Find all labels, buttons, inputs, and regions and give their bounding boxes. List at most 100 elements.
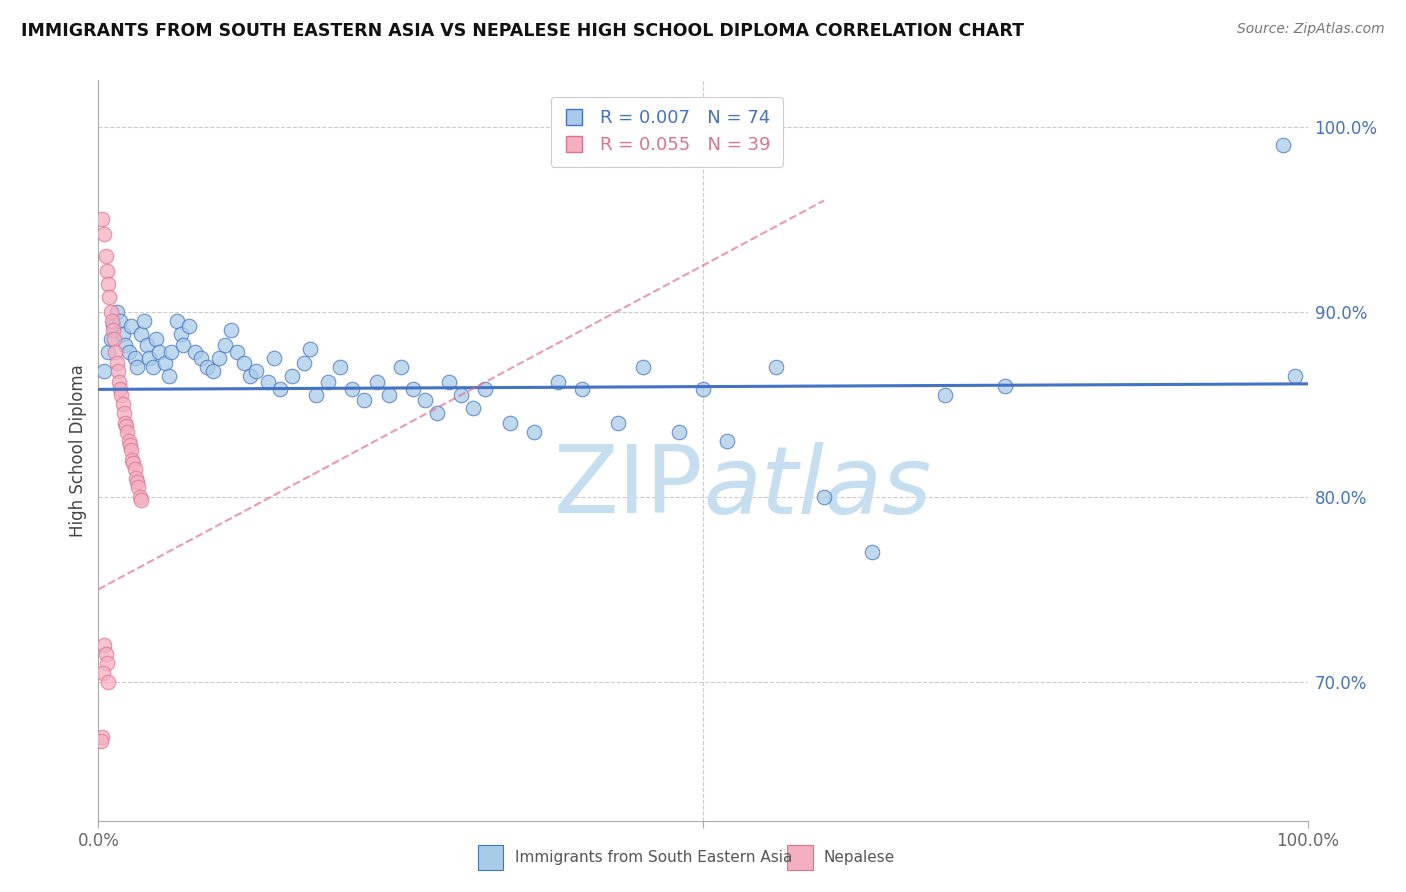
Point	[91, 212, 114, 227]
Point	[342, 383, 364, 397]
Point	[120, 319, 142, 334]
Point	[668, 425, 690, 439]
Point	[101, 318, 124, 332]
Point	[111, 326, 134, 341]
Legend: R = 0.007   N = 74, R = 0.055   N = 39: R = 0.007 N = 74, R = 0.055 N = 39	[551, 96, 783, 167]
Point	[1272, 138, 1295, 153]
Point	[121, 452, 143, 467]
Point	[96, 657, 118, 671]
Text: ZIP: ZIP	[554, 442, 703, 533]
Point	[118, 345, 141, 359]
Point	[100, 304, 122, 318]
Point	[108, 383, 131, 397]
Point	[305, 388, 328, 402]
Point	[114, 416, 136, 430]
Text: Nepalese: Nepalese	[824, 850, 896, 864]
Point	[97, 277, 120, 291]
Point	[463, 401, 485, 415]
Point	[607, 416, 630, 430]
Point	[256, 375, 278, 389]
Point	[108, 375, 131, 389]
Point	[114, 338, 136, 352]
Point	[190, 351, 212, 365]
Point	[100, 314, 122, 328]
Point	[366, 375, 388, 389]
Point	[389, 360, 412, 375]
Point	[239, 369, 262, 384]
Point	[118, 434, 141, 449]
Point	[202, 364, 225, 378]
Point	[498, 416, 520, 430]
Point	[128, 490, 150, 504]
Point	[135, 338, 157, 352]
Point	[413, 393, 436, 408]
Point	[813, 490, 835, 504]
Point	[107, 364, 129, 378]
Point	[166, 314, 188, 328]
Point	[129, 493, 152, 508]
Point	[100, 332, 122, 346]
Point	[90, 734, 112, 748]
Point	[157, 369, 180, 384]
Point	[91, 665, 114, 680]
Point	[208, 351, 231, 365]
Text: atlas: atlas	[703, 442, 931, 533]
Point	[474, 383, 496, 397]
Point	[120, 443, 142, 458]
Point	[450, 388, 472, 402]
Point	[172, 338, 194, 352]
Point	[94, 647, 117, 661]
Point	[402, 383, 425, 397]
Point	[765, 360, 787, 375]
Point	[226, 345, 249, 359]
Point	[127, 481, 149, 495]
Point	[184, 345, 207, 359]
Point	[134, 314, 156, 328]
Point	[93, 364, 115, 378]
Point	[245, 364, 267, 378]
Point	[98, 290, 121, 304]
Point	[179, 319, 201, 334]
Point	[292, 356, 315, 370]
Point	[124, 351, 146, 365]
Point	[117, 425, 139, 439]
Point	[103, 332, 125, 346]
Point	[547, 375, 569, 389]
Point	[118, 438, 141, 452]
Point	[105, 356, 128, 370]
Point	[108, 314, 131, 328]
Point	[129, 326, 152, 341]
Point	[377, 388, 399, 402]
Point	[232, 356, 254, 370]
Point	[96, 264, 118, 278]
Point	[127, 360, 149, 375]
Point	[860, 545, 883, 559]
Point	[994, 378, 1017, 392]
Point	[145, 332, 167, 346]
Point	[716, 434, 738, 449]
Point	[269, 383, 291, 397]
Point	[631, 360, 654, 375]
Point	[94, 249, 117, 263]
Point	[124, 462, 146, 476]
Point	[115, 419, 138, 434]
Point	[93, 227, 115, 241]
Point	[127, 475, 149, 489]
Point	[329, 360, 352, 375]
Point	[299, 342, 322, 356]
Point	[111, 397, 134, 411]
Point	[571, 383, 593, 397]
Point	[1284, 369, 1306, 384]
Point	[221, 323, 243, 337]
Point	[110, 388, 132, 402]
Point	[125, 471, 148, 485]
Point	[104, 345, 127, 359]
Point	[169, 326, 191, 341]
Point	[153, 356, 176, 370]
Point	[214, 338, 236, 352]
Text: Immigrants from South Eastern Asia: Immigrants from South Eastern Asia	[515, 850, 792, 864]
Point	[523, 425, 546, 439]
Point	[148, 345, 170, 359]
Point	[353, 393, 375, 408]
Point	[105, 304, 128, 318]
